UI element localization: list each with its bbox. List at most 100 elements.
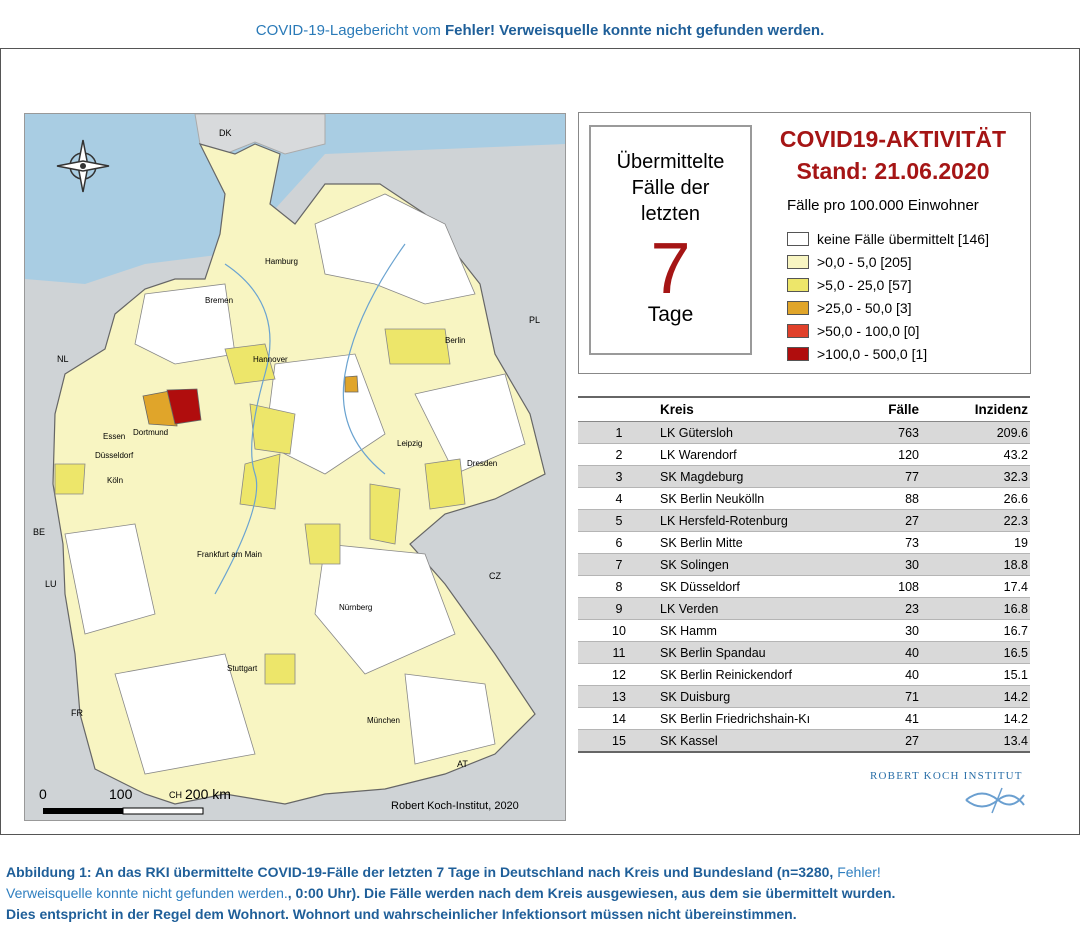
cell-faelle: 27	[838, 509, 927, 532]
box-line: Übermittelte	[616, 151, 725, 173]
legend-date: Stand: 21.06.2020	[796, 158, 990, 184]
box-number: 7	[650, 229, 691, 309]
cell-rank: 8	[578, 575, 660, 598]
scale-bar-black	[43, 808, 123, 814]
table-row: 14 SK Berlin Friedrichshain-Kı 41 14.2	[578, 707, 1030, 730]
cell-faelle: 108	[838, 575, 927, 598]
cell-inzidenz: 16.8	[927, 597, 1030, 620]
table-row: 1 LK Gütersloh 763 209.6	[578, 421, 1030, 444]
cell-faelle: 41	[838, 707, 927, 730]
legend-label: >25,0 - 50,0 [3]	[817, 299, 912, 316]
city-label: Köln	[107, 476, 124, 485]
city-label: Bremen	[205, 296, 234, 305]
cell-faelle: 88	[838, 487, 927, 510]
box-unit: Tage	[647, 303, 694, 326]
legend-panel: Übermittelte Fälle der letzten 7 Tage CO…	[578, 112, 1031, 374]
city-label: Berlin	[445, 336, 466, 345]
cell-rank: 10	[578, 619, 660, 642]
country-label: NL	[57, 354, 69, 364]
district-white-bavaria	[404, 673, 496, 765]
district-yellow-3	[249, 403, 296, 455]
legend-label: >100,0 - 500,0 [1]	[817, 345, 928, 362]
footer-rule	[0, 834, 1080, 835]
cell-rank: 13	[578, 685, 660, 708]
cell-faelle: 73	[838, 531, 927, 554]
kreis-table: Kreis Fälle Inzidenz 1 LK Gütersloh 763 209…	[578, 396, 1030, 753]
country-label: PL	[529, 315, 541, 325]
cell-inzidenz: 43.2	[927, 443, 1030, 466]
city-label: Nürnberg	[339, 603, 373, 612]
city-label: Frankfurt am Main	[197, 550, 262, 559]
district-yellow-9	[54, 463, 86, 495]
legend-item: >100,0 - 500,0 [1]	[787, 342, 989, 365]
district-white-se	[314, 543, 456, 675]
legend-label: >5,0 - 25,0 [57]	[817, 276, 912, 293]
cell-inzidenz: 209.6	[927, 421, 1030, 444]
cell-kreis: SK Kassel	[660, 729, 838, 753]
cell-inzidenz: 19	[927, 531, 1030, 554]
caption-part: Abbildung 1: An das RKI übermittelte COV…	[6, 864, 838, 880]
legend-item: >50,0 - 100,0 [0]	[787, 319, 989, 342]
cell-rank: 11	[578, 641, 660, 664]
table-row: 3 SK Magdeburg 77 32.3	[578, 465, 1030, 488]
cell-inzidenz: 13.4	[927, 729, 1030, 753]
country-label: AT	[457, 759, 468, 769]
legend-item: >5,0 - 25,0 [57]	[787, 273, 989, 296]
caption-error: Verweisquelle konnte nicht gefunden werd…	[6, 885, 288, 901]
cell-kreis: LK Verden	[660, 597, 838, 620]
cell-faelle: 23	[838, 597, 927, 620]
cell-inzidenz: 15.1	[927, 663, 1030, 686]
col-rank	[578, 396, 660, 422]
table-row: 15 SK Kassel 27 13.4	[578, 729, 1030, 753]
cell-faelle: 71	[838, 685, 927, 708]
col-faelle: Fälle	[838, 396, 927, 422]
cell-faelle: 40	[838, 663, 927, 686]
cell-faelle: 77	[838, 465, 927, 488]
legend-label: >0,0 - 5,0 [205]	[817, 253, 912, 270]
district-guetersloh	[166, 388, 202, 425]
cell-inzidenz: 26.6	[927, 487, 1030, 510]
cell-inzidenz: 32.3	[927, 465, 1030, 488]
table-row: 5 LK Hersfeld-Rotenburg 27 22.3	[578, 509, 1030, 532]
caption-part: Dies entspricht in der Regel dem Wohnort…	[6, 906, 797, 922]
cell-kreis: SK Berlin Spandau	[660, 641, 838, 664]
city-label: Dresden	[467, 459, 498, 468]
city-label: Stuttgart	[227, 664, 258, 673]
legend-swatch	[787, 277, 809, 292]
cell-faelle: 27	[838, 729, 927, 753]
box-caption: Übermittelte Fälle der letzten	[591, 149, 750, 227]
city-label: Dortmund	[133, 428, 169, 437]
district-white-west	[64, 523, 156, 635]
germany-map: DK NL BE LU FR PL CZ AT CH Hamburg Breme…	[24, 113, 566, 821]
table-row: 6 SK Berlin Mitte 73 19	[578, 531, 1030, 554]
document-header: COVID-19-Lagebericht vom Fehler! Verweis…	[0, 22, 1080, 39]
col-inzidenz: Inzidenz	[927, 396, 1030, 422]
cell-rank: 7	[578, 553, 660, 576]
river	[342, 243, 406, 475]
legend-title: COVID19-AKTIVITÄT	[779, 126, 1007, 152]
rki-logo-icon	[965, 787, 1025, 814]
table-row: 13 SK Duisburg 71 14.2	[578, 685, 1030, 708]
cell-inzidenz: 14.2	[927, 707, 1030, 730]
cell-rank: 5	[578, 509, 660, 532]
legend-item: >0,0 - 5,0 [205]	[787, 250, 989, 273]
table-row: 11 SK Berlin Spandau 40 16.5	[578, 641, 1030, 664]
scale-bar-white	[122, 807, 204, 815]
city-label: Hamburg	[265, 257, 298, 266]
caption-error: Fehler!	[837, 864, 881, 880]
cell-rank: 3	[578, 465, 660, 488]
north-sea	[25, 114, 565, 284]
header-rule	[0, 48, 1080, 49]
cell-faelle: 30	[838, 619, 927, 642]
district-yellow-2	[384, 328, 451, 365]
country-label: CZ	[489, 571, 501, 581]
district-warendorf	[142, 389, 178, 427]
legend-title-block: COVID19-AKTIVITÄT Stand: 21.06.2020	[763, 123, 1023, 187]
cell-kreis: SK Düsseldorf	[660, 575, 838, 598]
district-white-n	[134, 283, 236, 365]
figure-caption: Abbildung 1: An das RKI übermittelte COV…	[6, 862, 1066, 925]
district-yellow-4	[239, 453, 281, 510]
district-yellow-7	[304, 523, 341, 565]
district-white-south	[114, 653, 256, 775]
cell-kreis: LK Warendorf	[660, 443, 838, 466]
